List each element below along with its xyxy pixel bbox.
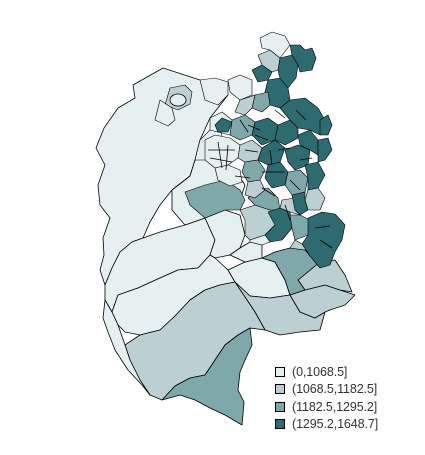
- internal-boundary-line: [247, 124, 261, 131]
- map-region: [169, 93, 187, 107]
- internal-boundary-line: [314, 225, 331, 229]
- legend-label-3: (1182.5,1295.2]: [292, 399, 378, 414]
- internal-boundary-line: [269, 149, 273, 166]
- map-regions: [95, 31, 356, 426]
- internal-boundary-line: [261, 187, 276, 197]
- map-region: [229, 114, 256, 141]
- map-region: [214, 117, 233, 133]
- internal-boundary-line: [239, 119, 249, 133]
- map-region: [259, 31, 291, 59]
- map-region: [214, 164, 243, 187]
- map-region: [102, 299, 151, 396]
- map-region: [264, 161, 289, 189]
- map-region: [227, 74, 253, 101]
- internal-boundary-line: [274, 109, 286, 119]
- map-region: [154, 99, 176, 127]
- map-region: [289, 44, 317, 73]
- internal-boundary-line: [289, 179, 301, 191]
- map-region: [301, 211, 346, 269]
- map-region: [241, 159, 266, 183]
- legend-swatch-3: [275, 401, 285, 412]
- internal-boundary-line: [244, 149, 259, 153]
- internal-boundary-line: [254, 134, 269, 141]
- internal-boundary-line: [319, 239, 333, 249]
- map-region: [244, 179, 266, 199]
- legend-swatch-4: [275, 419, 285, 430]
- map-region: [261, 247, 321, 296]
- legend-item-4: (1295.2,1648.7]: [275, 416, 420, 434]
- map-region: [319, 114, 333, 136]
- internal-boundary-line: [284, 204, 291, 221]
- legend-item-3: (1182.5,1295.2]: [275, 398, 420, 416]
- map-region: [161, 327, 253, 426]
- legend-label-2: (1068.5,1182.5]: [292, 382, 378, 397]
- map-region: [291, 191, 309, 216]
- map-region: [249, 234, 271, 246]
- map-region: [289, 239, 311, 257]
- legend-item-1: (0,1068.5]: [275, 363, 420, 381]
- map-region: [184, 179, 246, 219]
- legend-swatch-2: [275, 384, 285, 395]
- internal-boundary-line: [234, 175, 251, 179]
- legend-swatch-1: [275, 366, 285, 377]
- internal-boundary-line: [295, 109, 307, 121]
- internal-boundary-line: [299, 157, 313, 161]
- dense-boundary-lines: [208, 109, 333, 249]
- map-region: [199, 77, 229, 106]
- map-region: [284, 169, 309, 196]
- internal-boundary-line: [277, 147, 291, 151]
- map-region: [204, 134, 241, 169]
- map-region: [317, 137, 333, 163]
- internal-boundary-line: [225, 144, 229, 171]
- internal-boundary-line: [217, 141, 223, 169]
- map-region: [304, 161, 326, 191]
- legend-label-4: (1295.2,1648.7]: [292, 417, 379, 432]
- legend-item-2: (1068.5,1182.5]: [275, 381, 420, 399]
- map-region: [251, 64, 273, 83]
- legend-label-1: (0,1068.5]: [292, 364, 348, 379]
- map-legend: (0,1068.5] (1068.5,1182.5] (1182.5,1295.…: [275, 363, 420, 433]
- map-region: [304, 187, 326, 211]
